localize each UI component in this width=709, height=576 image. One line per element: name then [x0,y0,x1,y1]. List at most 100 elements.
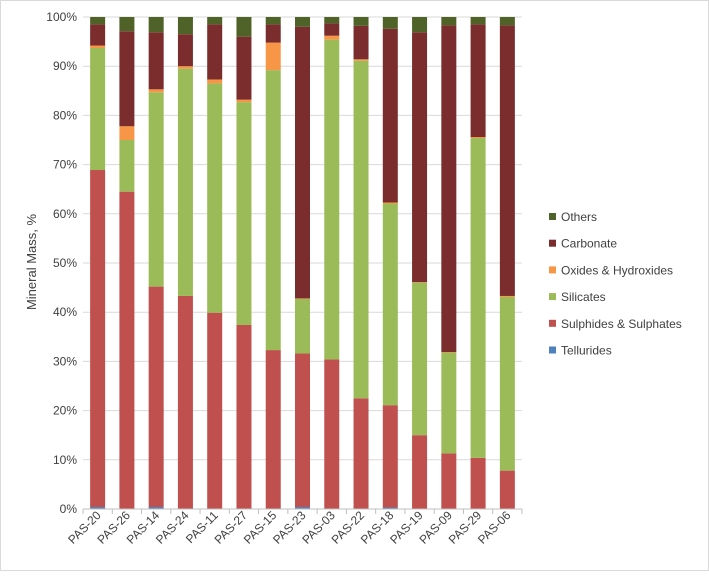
bar-segment-oxides-hydroxides [324,36,339,40]
legend-swatch [549,293,556,300]
bar-segment-oxides-hydroxides [500,296,515,297]
y-tick-label: 60% [53,207,77,221]
bar-segment-sulphides-sulphates [266,350,281,508]
x-tick-label: PAS-06 [475,508,514,547]
legend-swatch [549,213,556,220]
y-tick-label: 80% [53,108,77,122]
bar-segment-oxides-hydroxides [178,66,193,68]
bar-segment-oxides-hydroxides [90,46,105,48]
legend-swatch [549,347,556,354]
bar-segment-silicates [149,92,164,286]
y-tick-label: 30% [53,354,77,368]
bar-segment-carbonate [149,32,164,89]
bar-segment-others [471,17,486,24]
bar-segment-sulphides-sulphates [207,313,222,509]
bar-segment-carbonate [354,26,369,59]
bar-stack-pas-03 [324,17,339,509]
bar-segment-others [383,17,398,29]
bar-segment-sulphides-sulphates [471,458,486,509]
bar-segment-sulphides-sulphates [119,192,134,509]
legend-item: Tellurides [549,344,612,358]
legend-item: Silicates [549,290,606,304]
bar-segment-sulphides-sulphates [500,471,515,509]
bar-segment-silicates [90,48,105,170]
bar-stack-pas-29 [471,17,486,509]
y-axis-title: Mineral Mass, % [24,214,39,311]
legend-label: Others [561,210,597,224]
bar-segment-sulphides-sulphates [441,453,456,508]
bar-stack-pas-23 [295,17,310,509]
bar-segment-silicates [441,353,456,454]
bar-stack-pas-09 [441,17,456,509]
legend-label: Oxides & Hydroxides [561,263,673,277]
bar-segment-oxides-hydroxides [119,126,134,140]
bar-segment-carbonate [383,29,398,203]
bar-segment-others [412,17,427,32]
legend-swatch [549,240,556,247]
bar-segment-carbonate [236,37,251,100]
bar-stacks [90,17,515,509]
x-tick-label: PAS-24 [153,508,192,547]
bar-segment-others [500,17,515,25]
bar-segment-others [178,17,193,34]
bar-segment-silicates [119,140,134,192]
bar-segment-carbonate [295,27,310,299]
bar-segment-carbonate [471,24,486,137]
bar-stack-pas-15 [266,17,281,509]
bar-segment-carbonate [178,34,193,66]
bar-segment-carbonate [119,31,134,126]
y-tick-label: 40% [53,305,77,319]
y-tick-label: 20% [53,404,77,418]
bar-segment-others [119,17,134,31]
bar-segment-silicates [236,102,251,325]
bar-segment-sulphides-sulphates [383,405,398,507]
bar-stack-pas-26 [119,17,134,509]
bar-segment-sulphides-sulphates [412,435,427,508]
legend-label: Sulphides & Sulphates [561,317,682,331]
legend-label: Silicates [561,290,606,304]
bar-segment-carbonate [266,24,281,42]
bar-segment-oxides-hydroxides [383,202,398,203]
bar-stack-pas-24 [178,17,193,509]
y-tick-label: 70% [53,158,77,172]
y-tick-label: 0% [60,502,78,516]
bar-segment-carbonate [500,25,515,296]
bar-segment-oxides-hydroxides [207,79,222,83]
bar-segment-oxides-hydroxides [149,89,164,92]
bar-segment-others [149,17,164,32]
bar-stack-pas-27 [236,17,251,509]
bar-segment-sulphides-sulphates [354,398,369,508]
bar-segment-others [90,17,105,24]
y-tick-label: 10% [53,453,77,467]
bar-segment-silicates [207,83,222,312]
legend-label: Carbonate [561,237,617,251]
legend-item: Sulphides & Sulphates [549,317,682,331]
y-tick-label: 100% [46,10,77,24]
legend-swatch [549,320,556,327]
bar-stack-pas-06 [500,17,515,509]
y-tick-label: 90% [53,59,77,73]
bar-segment-others [236,17,251,37]
bar-segment-carbonate [412,32,427,282]
bar-segment-carbonate [207,24,222,79]
bar-segment-sulphides-sulphates [324,359,339,508]
bar-segment-sulphides-sulphates [295,354,310,508]
bar-segment-silicates [383,203,398,405]
bar-segment-silicates [324,40,339,360]
y-tick-label: 50% [53,256,77,270]
bar-segment-others [266,17,281,24]
bar-stack-pas-11 [207,17,222,509]
bar-segment-oxides-hydroxides [354,59,369,60]
bar-segment-silicates [500,297,515,471]
bar-segment-silicates [471,138,486,458]
legend-item: Others [549,210,597,224]
bar-segment-silicates [412,283,427,436]
bar-segment-others [441,17,456,25]
bar-segment-carbonate [324,23,339,35]
bar-segment-sulphides-sulphates [178,296,193,509]
bar-stack-pas-22 [354,17,369,509]
bar-stack-pas-20 [90,17,105,509]
bar-segment-sulphides-sulphates [90,170,105,507]
